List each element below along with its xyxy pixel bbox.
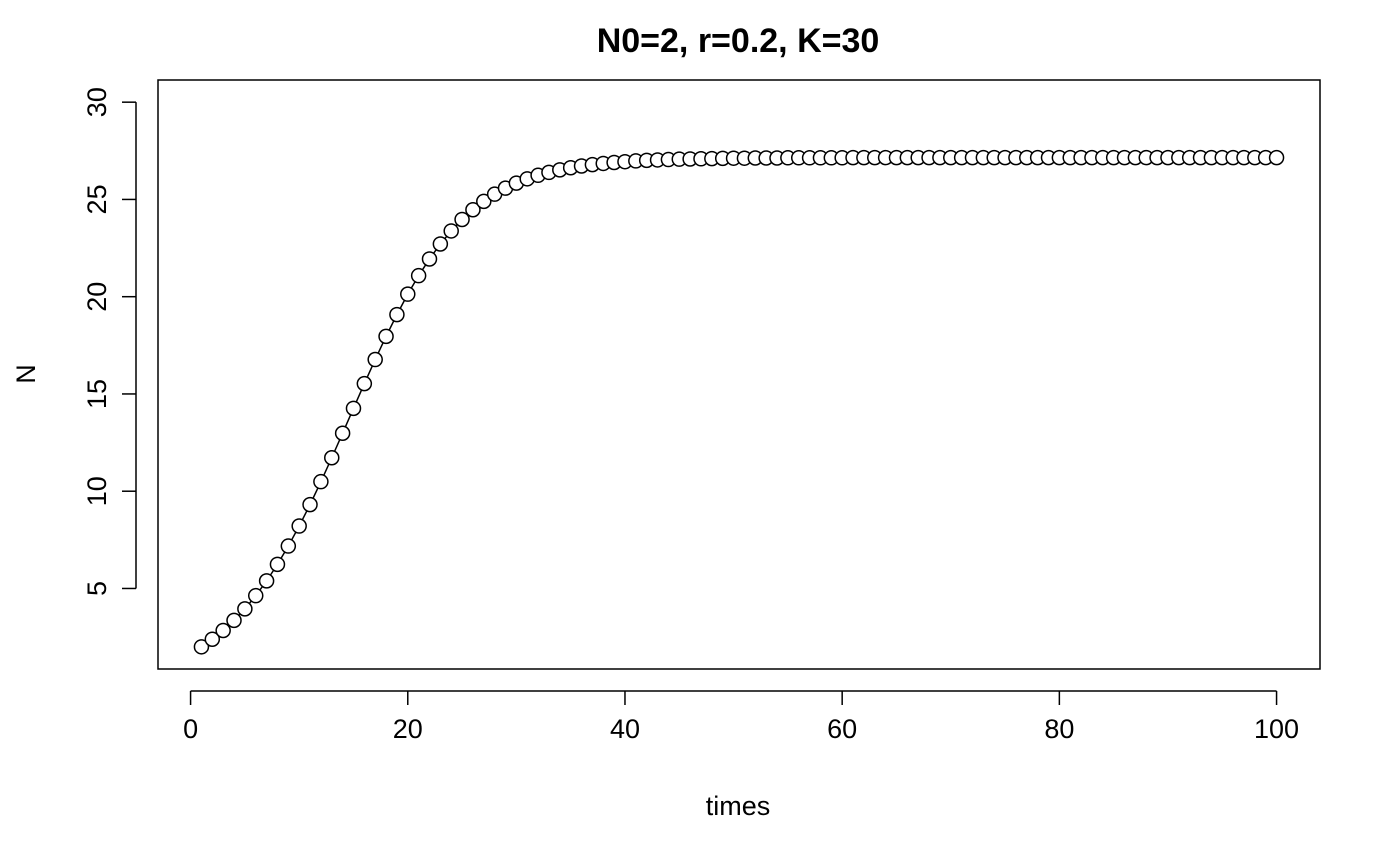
x-tick-label: 100: [1254, 714, 1299, 744]
data-point: [345, 400, 362, 417]
data-point: [410, 267, 427, 284]
x-tick-label: 80: [1044, 714, 1074, 744]
data-point: [367, 351, 383, 368]
data-points: [193, 149, 1285, 655]
data-point: [313, 473, 329, 490]
data-point: [356, 375, 373, 392]
data-point: [269, 556, 286, 573]
data-point: [465, 201, 481, 218]
y-tick-label: 10: [82, 476, 112, 506]
y-tick-label: 25: [82, 184, 112, 214]
y-tick-label: 30: [82, 87, 112, 117]
y-tick-label: 20: [82, 282, 112, 312]
data-point: [432, 236, 449, 252]
data-point: [302, 496, 318, 513]
data-point: [454, 211, 470, 228]
y-axis: 5 10 15 20 25 30: [82, 87, 137, 596]
x-tick-label: 20: [393, 714, 423, 744]
x-axis: 0 20 40 60 80 100: [183, 690, 1299, 744]
data-point: [378, 328, 394, 345]
data-point: [247, 587, 264, 604]
x-tick-label: 40: [610, 714, 640, 744]
chart-title: N0=2, r=0.2, K=30: [597, 22, 880, 60]
data-point: [204, 631, 221, 647]
y-tick-label: 5: [82, 581, 112, 596]
data-point: [280, 538, 297, 554]
x-tick-label: 60: [827, 714, 857, 744]
x-tick-label: 0: [183, 714, 198, 744]
series-line: [201, 156, 1277, 648]
data-point: [476, 193, 492, 210]
data-point: [421, 251, 438, 267]
data-point: [443, 223, 459, 239]
data-point: [291, 518, 307, 534]
x-axis-label: times: [706, 791, 771, 821]
y-tick-label: 15: [82, 379, 112, 409]
data-point: [193, 639, 210, 655]
data-point: [215, 622, 231, 639]
data-point: [334, 425, 351, 441]
plot-frame: [157, 79, 1321, 670]
data-point: [324, 450, 340, 466]
data-point: [258, 573, 275, 589]
data-point: [1268, 149, 1285, 166]
data-point: [237, 601, 253, 617]
y-axis-label: N: [11, 364, 41, 384]
data-point: [400, 286, 416, 302]
data-point: [389, 306, 405, 323]
data-point: [226, 612, 242, 629]
